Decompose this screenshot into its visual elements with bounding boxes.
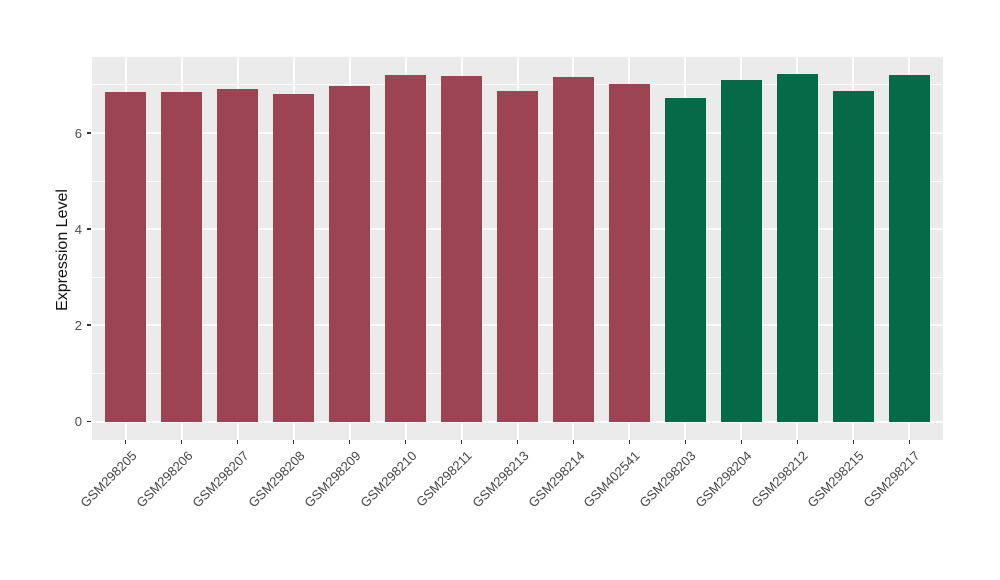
bar	[217, 89, 258, 422]
y-tick-mark	[87, 324, 91, 326]
x-tick-mark	[124, 440, 127, 444]
bar	[385, 74, 426, 422]
x-tick-mark	[516, 440, 519, 444]
x-tick-label: GSM298204	[692, 448, 756, 511]
x-tick-label: GSM298205	[76, 448, 140, 511]
x-tick-mark	[460, 440, 463, 444]
y-tick-label: 4	[74, 221, 82, 237]
bar	[273, 94, 314, 422]
bar	[553, 77, 594, 422]
x-tick-mark	[740, 440, 743, 444]
x-tick-mark	[180, 440, 183, 444]
y-tick-label: 0	[74, 414, 82, 430]
x-tick-label: GSM298214	[524, 448, 588, 511]
bar	[329, 86, 370, 422]
y-tick-label: 2	[74, 317, 82, 333]
x-tick-label: GSM402541	[580, 448, 644, 511]
x-tick-mark	[348, 440, 351, 444]
bar	[161, 92, 202, 422]
x-tick-mark	[852, 440, 855, 444]
x-tick-label: GSM298210	[356, 448, 420, 511]
x-tick-label: GSM298206	[132, 448, 196, 511]
x-tick-label: GSM298208	[244, 448, 308, 511]
x-tick-mark	[684, 440, 687, 444]
x-tick-label: GSM298207	[188, 448, 252, 511]
x-tick-mark	[908, 440, 911, 444]
x-tick-mark	[572, 440, 575, 444]
x-tick-mark	[236, 440, 239, 444]
x-tick-label: GSM298209	[300, 448, 364, 511]
x-tick-label: GSM298213	[468, 448, 532, 511]
x-tick-label: GSM298203	[636, 448, 700, 511]
bar	[441, 76, 482, 422]
x-tick-label: GSM298217	[860, 448, 924, 511]
plot-panel	[92, 57, 943, 440]
bar	[665, 98, 706, 422]
x-tick-mark	[292, 440, 295, 444]
bar	[889, 75, 930, 422]
x-tick-mark	[796, 440, 799, 444]
x-tick-mark	[628, 440, 631, 444]
bar	[497, 91, 538, 422]
bar	[609, 84, 650, 422]
x-tick-label: GSM298212	[748, 448, 812, 511]
x-tick-label: GSM298215	[804, 448, 868, 511]
y-tick-mark	[87, 228, 91, 230]
bar	[777, 73, 818, 422]
bar	[721, 80, 762, 422]
bar	[105, 92, 146, 422]
bar	[833, 90, 874, 422]
y-tick-mark	[87, 132, 91, 134]
x-tick-mark	[404, 440, 407, 444]
x-tick-label: GSM298211	[413, 448, 476, 510]
y-axis-title: Expression Level	[54, 189, 71, 311]
y-tick-label: 6	[74, 125, 82, 141]
y-tick-mark	[87, 420, 91, 423]
